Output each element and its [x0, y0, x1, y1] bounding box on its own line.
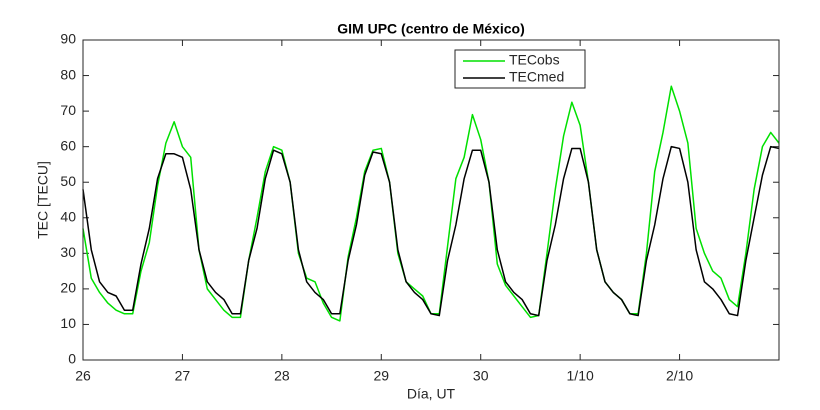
plot-frame [82, 39, 780, 361]
y-tick-label: 30 [60, 244, 76, 260]
x-axis-label: Día, UT [407, 386, 456, 402]
x-tick-label: 26 [75, 368, 91, 384]
chart-title: GIM UPC (centro de México) [337, 21, 524, 37]
y-tick-label: 50 [60, 173, 76, 189]
x-tick-label: 30 [473, 368, 489, 384]
legend-label: TECobs [509, 52, 560, 68]
y-tick-label: 90 [60, 31, 76, 47]
legend-label: TECmed [509, 69, 564, 85]
x-tick-label: 1/10 [567, 368, 594, 384]
legend-box [454, 49, 586, 89]
y-tick-label: 80 [60, 66, 76, 82]
y-tick-label: 70 [60, 102, 76, 118]
data-line [82, 145, 780, 317]
y-tick-label: 40 [60, 208, 76, 224]
y-tick-label: 10 [60, 315, 76, 331]
x-tick-label: 29 [373, 368, 389, 384]
y-axis-label: TEC [TECU] [35, 161, 51, 239]
y-tick-label: 60 [60, 137, 76, 153]
y-tick-label: 20 [60, 280, 76, 296]
x-tick-label: 28 [274, 368, 290, 384]
x-tick-label: 27 [175, 368, 191, 384]
x-tick-label: 2/10 [666, 368, 693, 384]
y-tick-label: 0 [68, 351, 76, 367]
